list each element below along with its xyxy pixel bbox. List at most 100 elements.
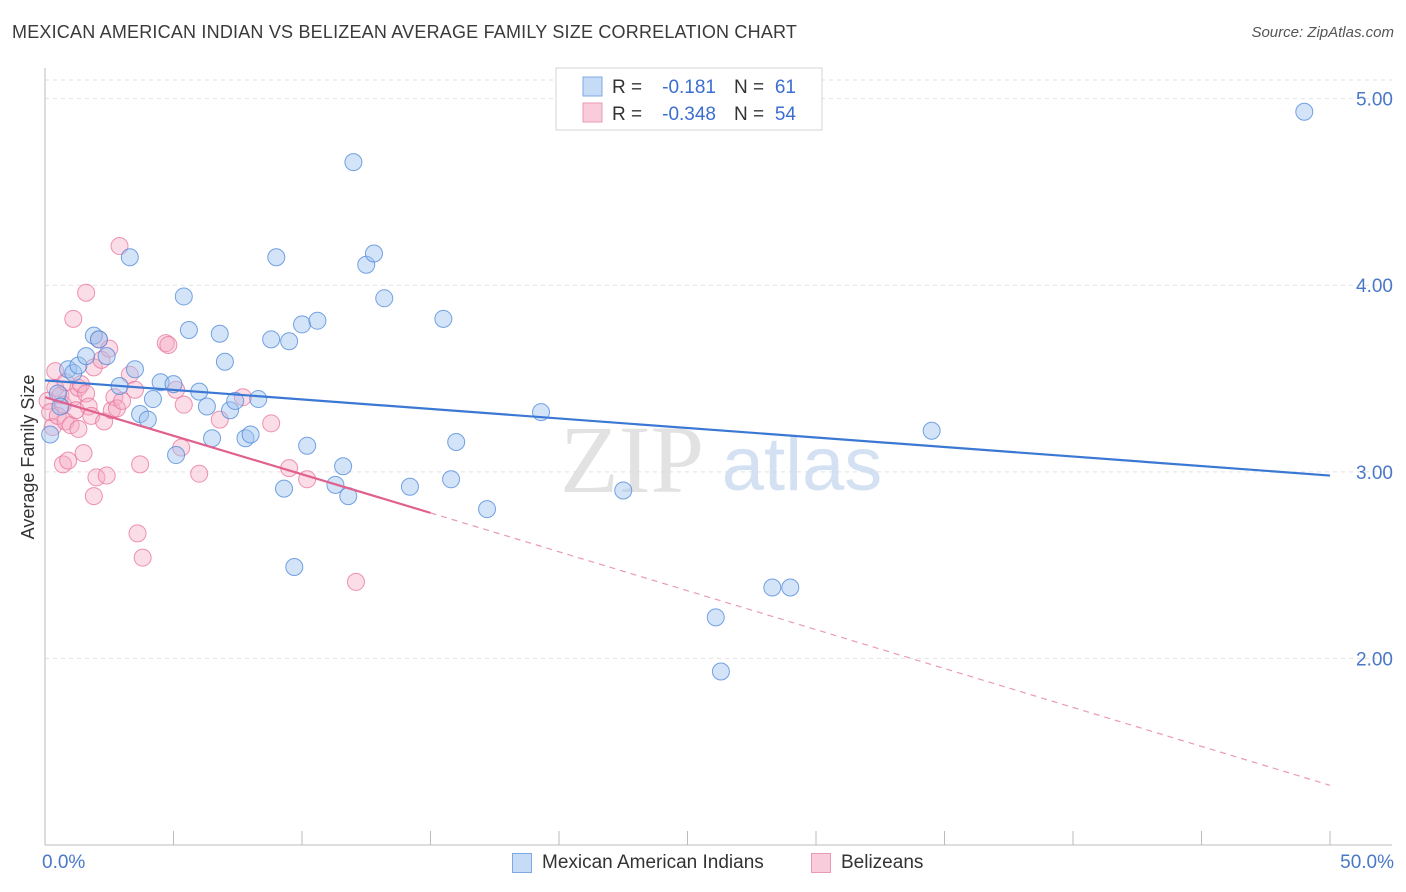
watermark-atlas: atlas xyxy=(722,422,883,507)
mexican-american-indians-point-32 xyxy=(267,248,286,267)
legend-label-mexican-american-indians: Mexican American Indians xyxy=(542,852,764,873)
mexican-american-indians-point-37 xyxy=(298,436,317,455)
belizeans-point-31 xyxy=(100,339,119,358)
legend-r-value-1: -0.181 xyxy=(662,77,716,98)
belizeans-point-40 xyxy=(131,455,150,474)
stats-legend: R = -0.181 N = 61 R = -0.348 N = 54 xyxy=(555,67,823,131)
belizeans-point-38 xyxy=(125,380,144,399)
mexican-american-indians-point-50 xyxy=(478,500,497,519)
mexican-american-indians-point-44 xyxy=(364,244,383,263)
mexican-american-indians-point-48 xyxy=(442,470,461,489)
mexican-american-indians-point-53 xyxy=(706,608,725,627)
mexican-american-indians-point-26 xyxy=(221,401,240,420)
mexican-american-indians-point-54 xyxy=(711,662,730,681)
belizeans-point-43 xyxy=(159,335,178,354)
grid-lines xyxy=(45,79,1392,659)
legend-r-label-1: R = xyxy=(612,77,642,98)
mexican-american-indians-point-45 xyxy=(375,289,394,308)
belizeans-point-53 xyxy=(346,572,365,591)
y-tick-label-0: 2.00 xyxy=(1356,649,1393,670)
mexican-american-indians-point-20 xyxy=(179,321,198,340)
mexican-american-indians-point-19 xyxy=(174,287,193,306)
legend-swatch-belizeans xyxy=(811,853,831,873)
mexican-american-indians-point-29 xyxy=(241,425,260,444)
legend-n-label-2: N = xyxy=(734,104,764,125)
legend-swatch-pink xyxy=(582,102,603,123)
belizeans-point-30 xyxy=(97,466,116,485)
axes xyxy=(44,68,1392,846)
series-legend: Mexican American Indians Belizeans xyxy=(0,852,1406,878)
mexican-american-indians-point-49 xyxy=(447,432,466,451)
mexican-american-indians-point-30 xyxy=(249,390,268,409)
belizeans-point-41 xyxy=(133,548,152,567)
mexican-american-indians-point-8 xyxy=(89,330,108,349)
mexican-american-indians-point-18 xyxy=(167,446,186,465)
belizeans-point-47 xyxy=(190,464,209,483)
mexican-american-indians-point-22 xyxy=(197,397,216,416)
mexican-american-indians-point-40 xyxy=(334,457,353,476)
y-tick-label-1: 3.00 xyxy=(1356,463,1393,484)
mexican-american-indians-point-31 xyxy=(262,330,281,349)
mexican-american-indians-point-27 xyxy=(226,391,245,410)
legend-swatch-mexican-american-indians xyxy=(512,853,532,873)
trend-line-belizeans-extrapolated xyxy=(430,512,1331,786)
belizeans-points xyxy=(38,237,365,591)
mexican-american-indians-point-57 xyxy=(922,421,941,440)
mexican-american-indians-point-42 xyxy=(344,153,363,172)
mexican-american-indians-point-23 xyxy=(203,429,222,448)
legend-label-belizeans: Belizeans xyxy=(841,852,924,873)
legend-n-value-1: 61 xyxy=(775,77,796,98)
legend-r-label-2: R = xyxy=(612,104,642,125)
mexican-american-indians-point-55 xyxy=(763,578,782,597)
legend-n-label-1: N = xyxy=(734,77,764,98)
belizeans-point-11 xyxy=(59,451,78,470)
belizeans-point-36 xyxy=(113,391,132,410)
x-tick-label-max: 50.0% xyxy=(1340,852,1394,873)
legend-swatch-blue xyxy=(582,76,603,97)
mexican-american-indians-point-5 xyxy=(69,356,88,375)
mexican-american-indians-point-35 xyxy=(285,557,304,576)
mexican-american-indians-point-58 xyxy=(1295,102,1314,121)
mexican-american-indians-point-46 xyxy=(400,477,419,496)
watermark-zip: ZIP xyxy=(560,406,704,513)
mexican-american-indians-points xyxy=(41,102,1314,681)
mexican-american-indians-point-6 xyxy=(77,347,96,366)
trend-line-belizeans xyxy=(44,396,431,514)
trend-line-mexican-american-indians xyxy=(44,379,1331,477)
mexican-american-indians-point-15 xyxy=(143,390,162,409)
trend-lines xyxy=(44,379,1331,786)
mexican-american-indians-point-34 xyxy=(280,332,299,351)
x-tick-label-min: 0.0% xyxy=(42,852,86,873)
mexican-american-indians-point-11 xyxy=(120,248,139,267)
mexican-american-indians-point-9 xyxy=(97,347,116,366)
mexican-american-indians-point-56 xyxy=(781,578,800,597)
legend-n-value-2: 54 xyxy=(775,104,797,125)
mexican-american-indians-point-52 xyxy=(614,481,633,500)
chart-title: MEXICAN AMERICAN INDIAN VS BELIZEAN AVER… xyxy=(12,22,798,42)
mexican-american-indians-point-36 xyxy=(293,315,311,334)
mexican-american-indians-point-25 xyxy=(215,352,234,371)
mexican-american-indians-point-38 xyxy=(308,311,327,330)
belizeans-point-19 xyxy=(74,444,93,463)
belizeans-point-17 xyxy=(69,419,88,438)
mexican-american-indians-point-17 xyxy=(164,375,183,394)
mexican-american-indians-point-47 xyxy=(434,309,453,328)
belizeans-point-42 xyxy=(156,334,175,353)
y-tick-label-3: 5.00 xyxy=(1356,90,1393,111)
y-tick-label-2: 4.00 xyxy=(1356,276,1393,297)
y-tick-labels: 2.00 3.00 4.00 5.00 xyxy=(1356,90,1393,671)
mexican-american-indians-point-33 xyxy=(275,479,294,498)
belizeans-point-39 xyxy=(128,524,147,543)
belizeans-point-50 xyxy=(262,414,281,433)
belizeans-point-48 xyxy=(210,410,229,429)
belizeans-point-35 xyxy=(110,237,129,256)
mexican-american-indians-point-0 xyxy=(41,425,60,444)
mexican-american-indians-point-24 xyxy=(210,324,229,343)
legend-item-mexican-american-indians: Mexican American Indians xyxy=(512,852,764,874)
legend-r-value-2: -0.348 xyxy=(662,104,716,125)
belizeans-point-46 xyxy=(174,395,193,414)
belizeans-point-13 xyxy=(64,309,83,328)
legend-item-belizeans: Belizeans xyxy=(811,852,923,874)
source-label: Source: ZipAtlas.com xyxy=(1251,24,1394,41)
